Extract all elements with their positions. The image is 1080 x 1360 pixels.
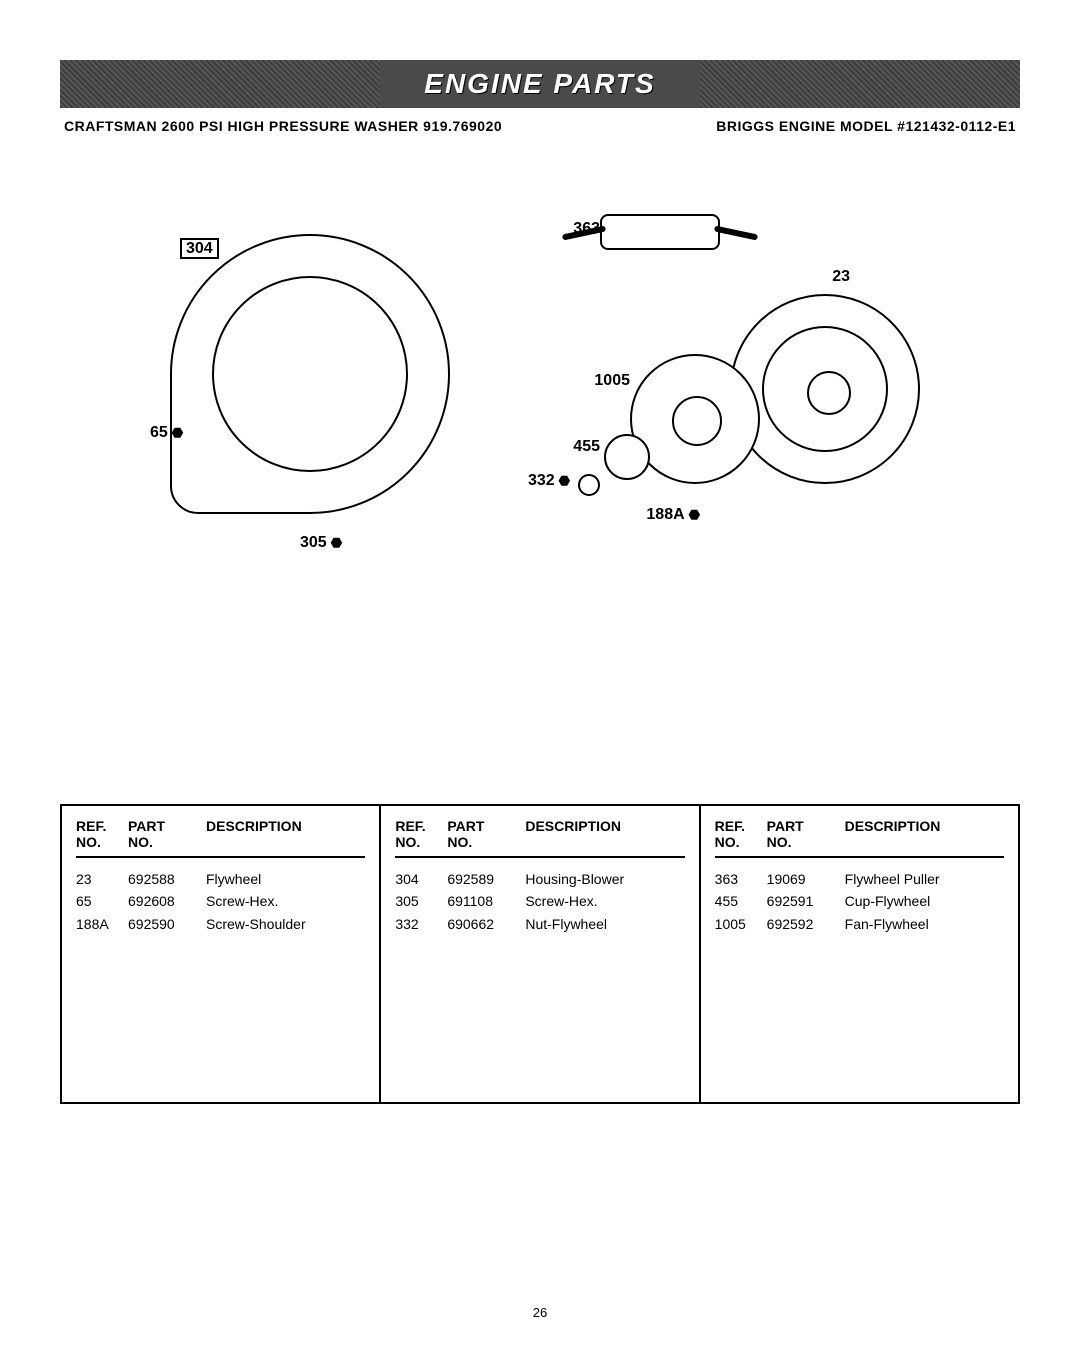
table-row: 1005692592Fan-Flywheel	[715, 913, 1004, 935]
diagram-flywheel	[730, 294, 920, 484]
diagram-cup	[604, 434, 650, 480]
parts-table: REF.NO. PARTNO. DESCRIPTION 23692588Flyw…	[60, 804, 1020, 1104]
banner: ENGINE PARTS	[60, 60, 1020, 108]
banner-title: ENGINE PARTS	[424, 68, 655, 100]
callout-65: 65⬣	[150, 424, 183, 442]
callout-304-label: 304	[180, 238, 219, 259]
callout-188a-label: 188A	[646, 506, 684, 523]
parts-col-head: REF.NO. PARTNO. DESCRIPTION	[76, 818, 365, 858]
callout-305: 305⬣	[300, 534, 342, 552]
header-ref: REF.NO.	[395, 818, 447, 850]
header-ref: REF.NO.	[76, 818, 128, 850]
callout-65-label: 65	[150, 424, 168, 441]
callout-332: 332⬣	[528, 472, 570, 490]
parts-col-2: REF.NO. PARTNO. DESCRIPTION 304692589Hou…	[379, 806, 698, 1102]
banner-texture-left	[60, 60, 380, 108]
subhead-right: BRIGGS ENGINE MODEL #121432-0112-E1	[716, 118, 1016, 134]
header-ref: REF.NO.	[715, 818, 767, 850]
table-row: 304692589Housing-Blower	[395, 868, 684, 890]
header-desc: DESCRIPTION	[525, 818, 684, 850]
diagram-fan	[630, 354, 760, 484]
callout-188a: 188A ⬣	[646, 506, 700, 524]
callout-363: 363	[573, 220, 600, 238]
callout-455: 455	[573, 438, 600, 456]
diagram-puller	[600, 214, 720, 250]
table-row: 36319069Flywheel Puller	[715, 868, 1004, 890]
callout-304: 304	[180, 240, 219, 258]
table-row: 332690662Nut-Flywheel	[395, 913, 684, 935]
callout-1005-label: 1005	[594, 372, 630, 389]
parts-col-1: REF.NO. PARTNO. DESCRIPTION 23692588Flyw…	[62, 806, 379, 1102]
header-part: PARTNO.	[447, 818, 525, 850]
callout-332-label: 332	[528, 472, 555, 489]
diagram-area: 304 65⬣ 305⬣ 363 23 1005 455 332⬣ 188A⬣	[60, 194, 1020, 644]
subhead: CRAFTSMAN 2600 PSI HIGH PRESSURE WASHER …	[60, 118, 1020, 134]
table-row: 305691108Screw-Hex.	[395, 890, 684, 912]
subhead-left: CRAFTSMAN 2600 PSI HIGH PRESSURE WASHER …	[64, 118, 502, 134]
screw-icon: ⬣	[331, 535, 342, 551]
parts-col-head: REF.NO. PARTNO. DESCRIPTION	[395, 818, 684, 858]
header-part: PARTNO.	[128, 818, 206, 850]
banner-texture-right	[700, 60, 1020, 108]
diagram-housing	[170, 234, 450, 514]
diagram-nut	[578, 474, 600, 496]
callout-363-label: 363	[573, 220, 600, 237]
table-row: 188A692590Screw-Shoulder	[76, 913, 365, 935]
screw-icon: ⬣	[689, 507, 700, 523]
callout-23: 23	[832, 268, 850, 286]
parts-col-head: REF.NO. PARTNO. DESCRIPTION	[715, 818, 1004, 858]
table-row: 455692591Cup-Flywheel	[715, 890, 1004, 912]
callout-455-label: 455	[573, 438, 600, 455]
callout-1005: 1005	[594, 372, 630, 390]
table-row: 23692588Flywheel	[76, 868, 365, 890]
table-row: 65692608Screw-Hex.	[76, 890, 365, 912]
header-desc: DESCRIPTION	[206, 818, 365, 850]
nut-icon: ⬣	[559, 473, 570, 489]
callout-305-label: 305	[300, 534, 327, 551]
screw-icon: ⬣	[172, 425, 183, 441]
header-desc: DESCRIPTION	[845, 818, 1004, 850]
page-number: 26	[0, 1305, 1080, 1320]
header-part: PARTNO.	[767, 818, 845, 850]
callout-23-label: 23	[832, 268, 850, 285]
parts-col-3: REF.NO. PARTNO. DESCRIPTION 36319069Flyw…	[699, 806, 1018, 1102]
